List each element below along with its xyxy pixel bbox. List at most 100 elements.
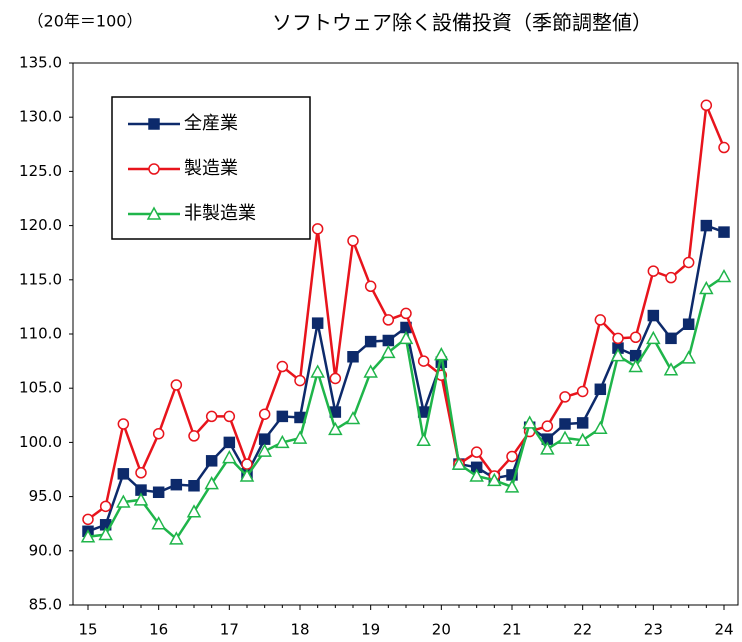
y-tick-label: 130.0 bbox=[19, 108, 62, 126]
marker bbox=[347, 235, 359, 247]
y-tick-label: 105.0 bbox=[19, 379, 62, 397]
marker bbox=[716, 268, 732, 283]
marker bbox=[594, 314, 607, 326]
marker bbox=[135, 467, 147, 479]
marker bbox=[364, 280, 377, 293]
x-tick-label: 16 bbox=[149, 621, 168, 639]
marker bbox=[400, 307, 412, 320]
marker bbox=[628, 358, 643, 373]
legend-marker bbox=[148, 163, 160, 175]
marker bbox=[470, 446, 483, 458]
series bbox=[82, 99, 730, 526]
marker bbox=[170, 478, 183, 491]
marker bbox=[82, 513, 94, 526]
y-tick-label: 90.0 bbox=[29, 541, 62, 559]
marker bbox=[239, 468, 255, 482]
marker bbox=[522, 415, 537, 429]
marker bbox=[576, 417, 589, 429]
marker bbox=[223, 436, 236, 449]
marker bbox=[700, 219, 713, 232]
x-tick-label: 24 bbox=[714, 621, 733, 639]
marker bbox=[559, 391, 571, 403]
legend-label: 非製造業 bbox=[184, 203, 256, 224]
series-line bbox=[87, 223, 725, 533]
y-tick-label: 135.0 bbox=[19, 54, 62, 72]
marker bbox=[469, 468, 484, 482]
marker bbox=[347, 351, 359, 363]
marker bbox=[504, 479, 520, 493]
x-tick-label: 23 bbox=[644, 621, 663, 639]
marker bbox=[258, 408, 271, 420]
marker bbox=[575, 432, 590, 446]
marker bbox=[434, 347, 449, 361]
marker bbox=[647, 265, 660, 277]
marker bbox=[665, 271, 677, 284]
marker bbox=[718, 226, 730, 238]
marker bbox=[328, 421, 343, 436]
marker bbox=[169, 531, 184, 545]
marker bbox=[364, 335, 377, 348]
legend-label: 全産業 bbox=[184, 113, 238, 134]
marker bbox=[681, 350, 696, 364]
x-tick-label: 21 bbox=[502, 621, 521, 639]
marker bbox=[188, 430, 200, 442]
marker bbox=[152, 427, 165, 440]
marker bbox=[276, 410, 289, 423]
marker bbox=[311, 317, 324, 329]
marker bbox=[416, 432, 431, 446]
marker bbox=[382, 334, 395, 347]
marker bbox=[80, 529, 96, 543]
marker bbox=[223, 410, 236, 423]
marker bbox=[647, 309, 660, 322]
marker bbox=[557, 430, 573, 444]
marker bbox=[593, 420, 608, 435]
marker bbox=[663, 362, 679, 376]
series bbox=[80, 268, 732, 545]
marker bbox=[294, 374, 306, 387]
marker bbox=[363, 364, 378, 378]
marker bbox=[646, 330, 661, 345]
marker bbox=[257, 443, 272, 457]
series bbox=[82, 219, 730, 538]
marker bbox=[117, 418, 130, 430]
marker bbox=[133, 492, 149, 506]
marker bbox=[594, 383, 607, 396]
marker bbox=[116, 494, 131, 508]
marker bbox=[451, 456, 467, 470]
marker bbox=[205, 410, 218, 423]
marker bbox=[98, 526, 113, 541]
chart-subtitle: （20年＝100） bbox=[28, 12, 143, 31]
marker bbox=[188, 480, 200, 492]
legend-marker bbox=[148, 118, 160, 130]
x-tick-label: 20 bbox=[432, 621, 451, 639]
marker bbox=[506, 450, 518, 463]
y-tick-label: 120.0 bbox=[19, 216, 62, 234]
marker bbox=[117, 468, 130, 480]
marker bbox=[541, 420, 554, 432]
marker bbox=[610, 348, 626, 362]
marker bbox=[398, 330, 414, 345]
marker bbox=[345, 410, 361, 425]
marker bbox=[205, 455, 218, 467]
x-tick-label: 22 bbox=[573, 621, 592, 639]
y-tick-label: 115.0 bbox=[19, 270, 62, 288]
marker bbox=[310, 364, 325, 378]
marker bbox=[576, 385, 589, 398]
x-tick-label: 18 bbox=[290, 621, 309, 639]
marker bbox=[222, 450, 237, 464]
marker bbox=[629, 331, 642, 344]
marker bbox=[275, 434, 290, 449]
y-tick-label: 110.0 bbox=[19, 325, 62, 343]
marker bbox=[540, 441, 555, 455]
marker bbox=[276, 360, 289, 373]
marker bbox=[700, 99, 713, 112]
marker bbox=[311, 223, 324, 235]
chart-title: ソフトウェア除く設備投資（季節調整値） bbox=[272, 11, 652, 35]
legend-label: 製造業 bbox=[184, 158, 238, 179]
marker bbox=[170, 379, 183, 391]
y-tick-label: 100.0 bbox=[19, 433, 62, 451]
marker bbox=[292, 430, 308, 444]
x-tick-label: 15 bbox=[78, 621, 97, 639]
marker bbox=[186, 504, 202, 518]
